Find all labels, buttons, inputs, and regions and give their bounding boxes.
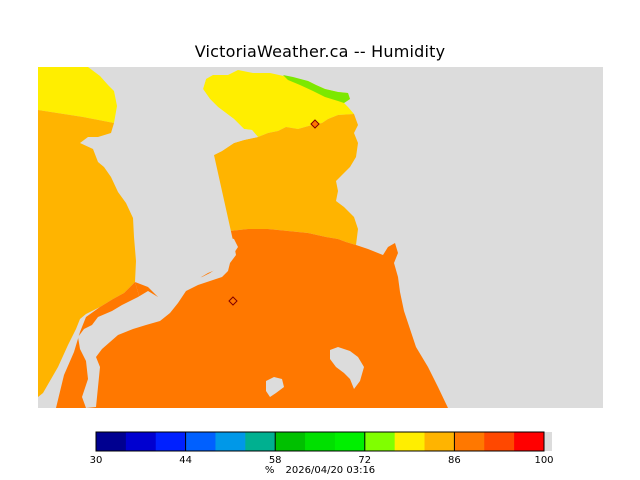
- island-small: [266, 377, 284, 397]
- legend-color-tail: [544, 432, 552, 451]
- central-light-orange-zone: [206, 114, 358, 245]
- legend-border: [95, 431, 545, 452]
- legend-color-13: [484, 432, 515, 451]
- legend-tick-label: 44: [179, 455, 192, 466]
- legend-footer: % 2026/04/20 03:16: [0, 465, 640, 476]
- legend-tick-label: 86: [448, 455, 461, 466]
- legend-tick-label: 100: [534, 455, 554, 466]
- station-marker-north: [310, 119, 320, 129]
- west-orange-zone: [38, 110, 136, 397]
- legend-color-10: [394, 432, 426, 451]
- legend-color-14: [514, 432, 545, 451]
- inlet-channel: [78, 79, 258, 408]
- legend-color-6: [275, 432, 306, 451]
- legend-timestamp: 2026/04/20 03:16: [285, 465, 376, 476]
- north-green-zone: [283, 75, 350, 103]
- legend-color-12: [454, 432, 485, 451]
- legend-color-0: [96, 432, 127, 451]
- legend-dividers: [185, 432, 455, 451]
- map-title: VictoriaWeather.ca -- Humidity: [194, 42, 446, 61]
- legend-color-1: [125, 432, 157, 451]
- legend-color-9: [364, 432, 396, 451]
- legend-color-8: [334, 432, 366, 451]
- legend-tick-label: 30: [89, 455, 103, 466]
- legend-color-4: [215, 432, 246, 451]
- legend-tick-label: 72: [358, 455, 372, 466]
- legend-color-7: [305, 432, 336, 451]
- legend-color-11: [424, 432, 455, 451]
- humidity-map: [38, 67, 603, 408]
- legend-unit: %: [264, 465, 275, 476]
- legend-color-3: [185, 432, 216, 451]
- legend-tick-label: 58: [268, 455, 282, 466]
- legend-color-2: [155, 432, 187, 451]
- island-south: [330, 347, 364, 389]
- west-yellow-zone: [38, 67, 117, 123]
- station-marker-south: [228, 296, 238, 306]
- legend-color-5: [245, 432, 276, 451]
- legend-bar: [96, 432, 552, 451]
